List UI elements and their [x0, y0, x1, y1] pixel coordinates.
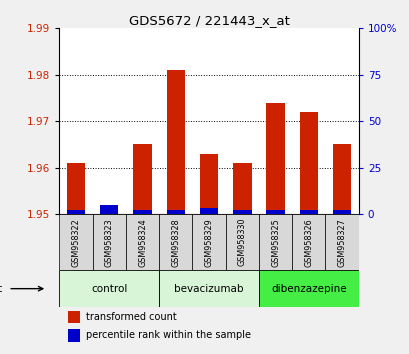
Bar	[100, 205, 118, 214]
Bar	[68, 310, 80, 323]
Bar	[332, 144, 351, 214]
Text: bevacizumab: bevacizumab	[174, 284, 243, 294]
Text: GSM958329: GSM958329	[204, 218, 213, 267]
Text: transformed count: transformed count	[86, 312, 177, 322]
Text: agent: agent	[0, 284, 2, 294]
Bar	[159, 270, 258, 307]
Bar	[126, 214, 159, 270]
Bar	[266, 103, 284, 214]
Bar	[100, 210, 118, 214]
Bar	[59, 270, 159, 307]
Text: GSM958325: GSM958325	[270, 218, 279, 267]
Text: control: control	[91, 284, 127, 294]
Bar	[67, 210, 85, 214]
Text: GSM958322: GSM958322	[72, 218, 81, 267]
Bar	[225, 214, 258, 270]
Bar	[92, 214, 126, 270]
Text: GSM958328: GSM958328	[171, 218, 180, 267]
Bar	[266, 210, 284, 214]
Bar	[133, 210, 151, 214]
Title: GDS5672 / 221443_x_at: GDS5672 / 221443_x_at	[128, 14, 289, 27]
Bar	[233, 163, 251, 214]
Bar	[200, 154, 218, 214]
Text: GSM958324: GSM958324	[138, 218, 147, 267]
Bar	[192, 214, 225, 270]
Text: GSM958326: GSM958326	[303, 218, 312, 267]
Bar	[332, 210, 351, 214]
Text: percentile rank within the sample: percentile rank within the sample	[86, 330, 251, 340]
Text: GSM958323: GSM958323	[105, 218, 114, 267]
Text: GSM958327: GSM958327	[337, 218, 346, 267]
Bar	[68, 329, 80, 342]
Text: dibenzazepine: dibenzazepine	[270, 284, 346, 294]
Bar	[233, 210, 251, 214]
Bar	[258, 214, 292, 270]
Bar	[299, 112, 317, 214]
Bar	[59, 214, 92, 270]
Text: GSM958330: GSM958330	[237, 218, 246, 267]
Bar	[325, 214, 358, 270]
Bar	[292, 214, 325, 270]
Bar	[299, 210, 317, 214]
Bar	[258, 270, 358, 307]
Bar	[200, 209, 218, 214]
Bar	[166, 210, 184, 214]
Bar	[166, 70, 184, 214]
Bar	[67, 163, 85, 214]
Bar	[133, 144, 151, 214]
Bar	[159, 214, 192, 270]
